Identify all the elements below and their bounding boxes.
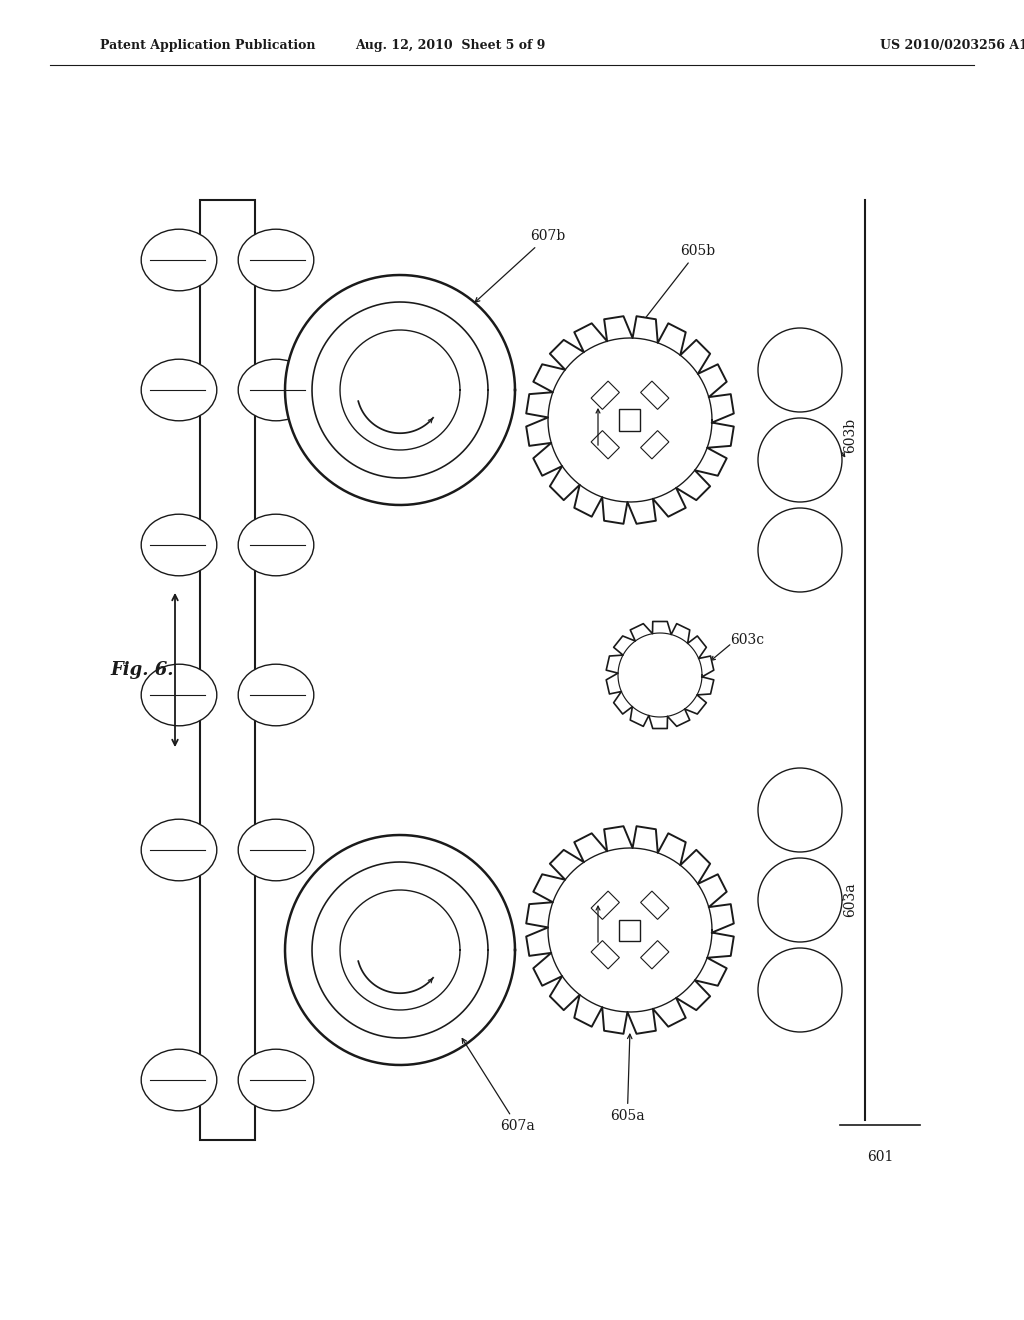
Ellipse shape bbox=[239, 230, 313, 290]
Text: US 2010/0203256 A1: US 2010/0203256 A1 bbox=[880, 38, 1024, 51]
Ellipse shape bbox=[239, 359, 313, 421]
Polygon shape bbox=[606, 622, 714, 729]
Bar bbox=[591, 891, 620, 920]
Polygon shape bbox=[526, 317, 734, 524]
Text: Fig. 6.: Fig. 6. bbox=[110, 661, 173, 678]
Ellipse shape bbox=[239, 820, 313, 880]
Polygon shape bbox=[285, 275, 515, 506]
Text: Aug. 12, 2010  Sheet 5 of 9: Aug. 12, 2010 Sheet 5 of 9 bbox=[354, 38, 545, 51]
Text: 603a: 603a bbox=[843, 883, 857, 917]
Bar bbox=[200, 201, 255, 1140]
Text: 601: 601 bbox=[866, 1150, 893, 1164]
Polygon shape bbox=[285, 836, 515, 1065]
Circle shape bbox=[758, 418, 842, 502]
Bar bbox=[591, 381, 620, 409]
Text: 605a: 605a bbox=[610, 1034, 645, 1123]
Polygon shape bbox=[526, 826, 734, 1034]
Circle shape bbox=[758, 768, 842, 851]
Ellipse shape bbox=[239, 515, 313, 576]
Text: 607a: 607a bbox=[462, 1039, 535, 1133]
Text: 603c: 603c bbox=[730, 634, 764, 647]
Bar bbox=[591, 941, 620, 969]
Bar bbox=[641, 891, 669, 920]
Bar bbox=[620, 409, 640, 430]
Ellipse shape bbox=[141, 515, 217, 576]
Ellipse shape bbox=[141, 664, 217, 726]
Circle shape bbox=[758, 948, 842, 1032]
Circle shape bbox=[758, 327, 842, 412]
Ellipse shape bbox=[239, 664, 313, 726]
Ellipse shape bbox=[141, 820, 217, 880]
Ellipse shape bbox=[141, 230, 217, 290]
Circle shape bbox=[758, 508, 842, 591]
Ellipse shape bbox=[141, 1049, 217, 1111]
Text: 607b: 607b bbox=[475, 228, 565, 302]
Bar bbox=[641, 381, 669, 409]
Text: 603b: 603b bbox=[843, 417, 857, 453]
Bar bbox=[641, 941, 669, 969]
Circle shape bbox=[758, 858, 842, 942]
Bar bbox=[620, 920, 640, 940]
Ellipse shape bbox=[239, 1049, 313, 1111]
Ellipse shape bbox=[141, 359, 217, 421]
Text: Patent Application Publication: Patent Application Publication bbox=[100, 38, 315, 51]
Bar bbox=[591, 430, 620, 459]
Bar bbox=[641, 430, 669, 459]
Text: 605b: 605b bbox=[643, 244, 715, 322]
